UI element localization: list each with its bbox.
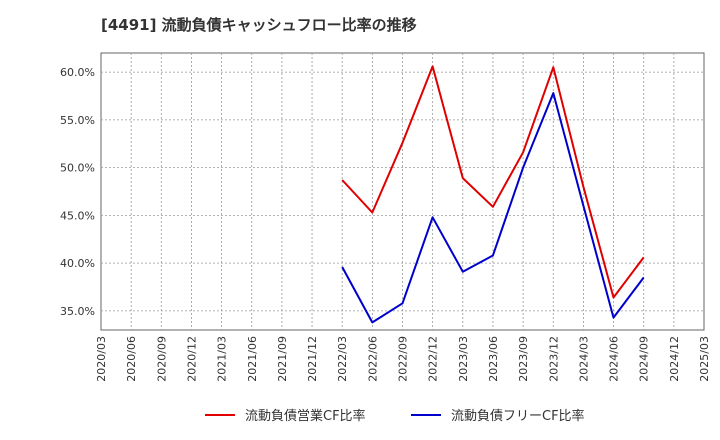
legend-label: 流動負債フリーCF比率 [451,408,585,424]
x-tick-label: 2020/12 [185,336,198,382]
x-tick-label: 2021/09 [276,336,289,382]
x-tick-label: 2024/06 [608,336,621,382]
x-tick-label: 2024/03 [577,336,590,382]
x-tick-label: 2022/03 [336,336,349,382]
legend-label: 流動負債営業CF比率 [245,408,366,424]
series-line-1 [341,65,645,299]
y-tick-label: 35.0% [60,305,95,318]
x-tick-label: 2024/12 [668,336,681,382]
x-tick-label: 2023/06 [487,336,500,382]
x-tick-label: 2020/09 [155,336,168,382]
legend: 流動負債営業CF比率 流動負債フリーCF比率 [205,408,585,424]
x-tick-label: 2021/06 [246,336,259,382]
x-tick-label: 2023/03 [457,336,470,382]
y-tick-label: 50.0% [60,162,95,175]
chart-title: [4491] 流動負債キャッシュフロー比率の推移 [101,16,417,34]
x-tick-label: 2025/03 [698,336,711,382]
y-axis: 35.0% 40.0% 45.0% 50.0% 55.0% 60.0% [60,66,95,318]
x-tick-label: 2022/06 [366,336,379,382]
series-lines [341,65,645,324]
x-axis: 2020/03 2020/06 2020/09 2020/12 2021/03 2021/… [95,336,711,382]
y-tick-label: 40.0% [60,257,95,270]
x-tick-label: 2021/12 [306,336,319,382]
x-tick-label: 2024/09 [638,336,651,382]
y-tick-label: 55.0% [60,114,95,127]
x-tick-label: 2020/03 [95,336,108,382]
y-tick-label: 60.0% [60,66,95,79]
x-tick-label: 2023/09 [517,336,530,382]
x-tick-label: 2021/03 [216,336,229,382]
x-tick-label: 2020/06 [125,336,138,382]
y-tick-label: 45.0% [60,209,95,222]
series-line-2 [341,92,645,324]
x-tick-label: 2022/12 [427,336,440,382]
x-tick-label: 2022/09 [397,336,410,382]
x-tick-label: 2023/12 [547,336,560,382]
grid-lines [101,53,704,330]
